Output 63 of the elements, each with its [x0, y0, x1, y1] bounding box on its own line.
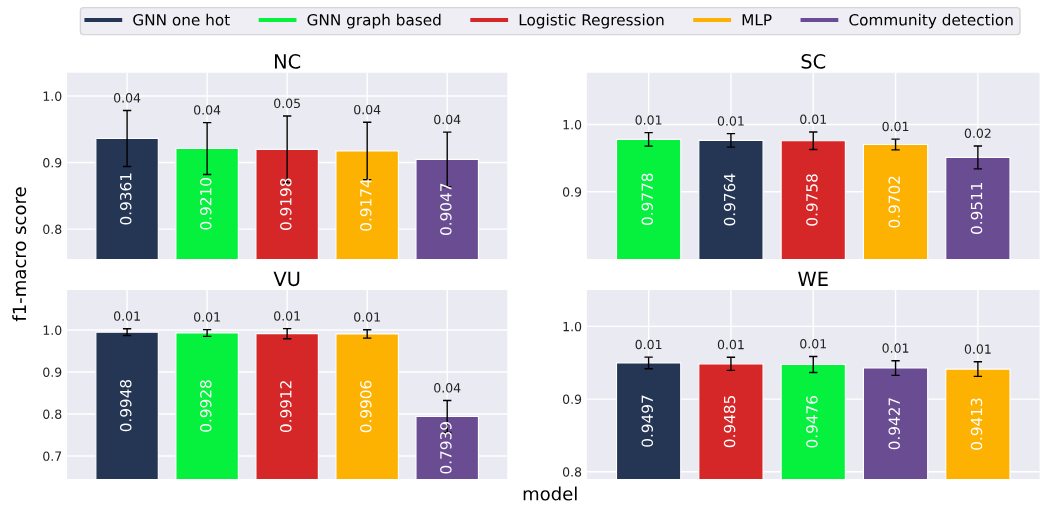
y-tick-label: 1.0	[563, 321, 582, 332]
y-tick-label: 1.0	[43, 325, 62, 335]
data-label: 0.9476	[806, 396, 818, 448]
annotation: 0.04	[194, 105, 221, 115]
legend-label: MLP	[742, 14, 772, 26]
annotation: 0.01	[635, 339, 662, 350]
y-axis-title: f1-macro score	[12, 187, 27, 322]
annotation: 0.01	[354, 312, 380, 322]
legend-label: GNN graph based	[307, 13, 441, 29]
legend-label: Logistic Regression	[519, 13, 664, 29]
annotation: 0.05	[274, 98, 300, 109]
annotation: 0.01	[635, 115, 662, 125]
annotation: 0.01	[194, 312, 220, 322]
y-tick-label: 0.8	[43, 224, 62, 235]
data-label: 0.9912	[280, 381, 292, 433]
y-tick-label: 1.0	[43, 91, 62, 101]
annotation: 0.04	[354, 104, 381, 115]
data-label: 0.9427	[888, 398, 900, 450]
data-label: 0.9906	[360, 380, 372, 433]
annotation: 0.01	[800, 114, 827, 125]
data-label: 0.9413	[970, 398, 983, 450]
annotation: 0.04	[434, 383, 461, 393]
y-tick-label: 0.8	[43, 409, 62, 419]
annotation: 0.01	[114, 311, 140, 321]
data-label: 0.9948	[119, 379, 132, 432]
annotation: 0.01	[800, 339, 827, 349]
data-label: 0.9764	[723, 173, 736, 226]
annotation: 0.01	[717, 116, 744, 126]
y-tick-label: 0.7	[43, 451, 62, 461]
data-label: 0.9497	[641, 395, 654, 447]
data-label: 0.9758	[806, 174, 818, 226]
chart-title: WE	[798, 271, 828, 286]
annotation: 0.01	[964, 344, 991, 354]
y-tick-label: 0.9	[43, 367, 62, 377]
x-axis-title: model	[523, 486, 577, 501]
annotation: 0.01	[882, 121, 909, 132]
y-tick-label: 0.8	[562, 467, 582, 477]
annotation: 0.01	[717, 339, 744, 350]
chart-title: VU	[273, 271, 300, 287]
annotation: 0.02	[964, 128, 991, 138]
y-tick-label: 1.0	[563, 119, 582, 130]
annotation: 0.04	[114, 93, 141, 103]
data-label: 0.9174	[360, 179, 372, 231]
data-label: 0.9778	[641, 173, 654, 225]
data-label: 0.9361	[119, 173, 132, 225]
data-label: 0.9485	[723, 396, 736, 448]
legend-label: Community detection	[849, 13, 1013, 29]
annotation: 0.04	[434, 114, 461, 125]
y-tick-label: 0.9	[562, 394, 582, 405]
y-tick-label: 0.9	[43, 158, 62, 168]
data-label: 0.9210	[200, 178, 212, 230]
data-label: 0.9047	[440, 183, 452, 235]
annotation: 0.01	[274, 311, 300, 321]
data-label: 0.7939	[440, 422, 452, 474]
annotation: 0.01	[882, 343, 909, 353]
y-tick-label: 0.9	[562, 187, 582, 197]
data-label: 0.9511	[970, 182, 983, 234]
data-label: 0.9198	[280, 178, 292, 230]
legend-label: GNN one hot	[133, 13, 230, 26]
data-label: 0.9702	[888, 176, 900, 228]
data-label: 0.9928	[200, 380, 212, 432]
chart-title: SC	[801, 54, 826, 69]
chart-title: NC	[275, 54, 301, 69]
